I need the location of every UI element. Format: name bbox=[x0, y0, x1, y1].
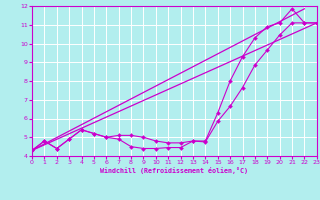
X-axis label: Windchill (Refroidissement éolien,°C): Windchill (Refroidissement éolien,°C) bbox=[100, 167, 248, 174]
